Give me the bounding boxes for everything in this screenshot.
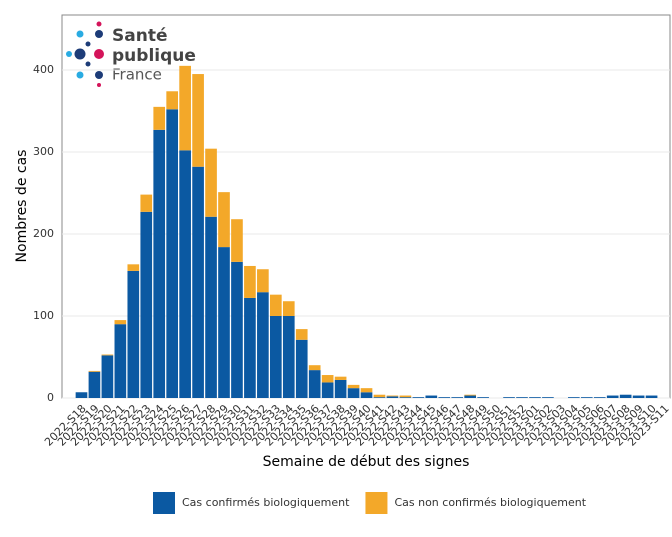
- bar-segment: [373, 397, 386, 398]
- logo-text: publique: [112, 46, 196, 66]
- bar-segment: [127, 264, 140, 271]
- logo: Santé publique France: [66, 21, 196, 87]
- bar-segment: [412, 397, 425, 398]
- logo-text: France: [112, 66, 162, 84]
- bar-segment: [399, 395, 412, 398]
- bar-segment: [179, 150, 191, 398]
- bar-segment: [645, 395, 658, 398]
- bar-segment: [308, 370, 321, 398]
- bar-segment: [88, 371, 101, 398]
- bar-segment: [244, 297, 256, 398]
- x-axis-label: Semaine de début des signes: [263, 454, 470, 470]
- bar-segment: [257, 292, 269, 398]
- bar-segment: [334, 379, 347, 398]
- bar-segment: [88, 370, 101, 372]
- y-tick-label: 300: [33, 145, 54, 158]
- bar-segment: [451, 397, 464, 398]
- bar-segment: [114, 320, 127, 325]
- bar-segment: [153, 106, 166, 130]
- bar-segment: [464, 394, 477, 396]
- y-tick-label: 0: [47, 391, 54, 404]
- bar-segment: [373, 394, 386, 398]
- bar-segment: [269, 315, 282, 398]
- legend-swatch: [153, 492, 175, 514]
- y-tick-label: 200: [33, 227, 54, 240]
- bar-segment: [464, 395, 477, 398]
- bar-segment: [140, 211, 153, 398]
- bar-segment: [438, 397, 451, 398]
- bar-segment: [192, 166, 204, 398]
- bar-segment: [386, 396, 399, 398]
- bar-segment: [269, 294, 282, 316]
- bar-segment: [516, 397, 528, 398]
- bar-segment: [295, 329, 308, 340]
- bar-segment: [321, 375, 334, 383]
- bar-segment: [101, 355, 114, 398]
- bar-segment: [632, 395, 645, 398]
- bar-segment: [153, 129, 166, 398]
- y-tick-label: 100: [33, 309, 54, 322]
- bar-segment: [114, 324, 127, 398]
- bar-segment: [386, 395, 399, 397]
- bar-segment: [166, 109, 179, 399]
- bar-segment: [179, 65, 191, 151]
- bar-segment: [205, 148, 217, 217]
- bar-segment: [567, 397, 580, 398]
- bar-segment: [166, 91, 179, 110]
- bar-segment: [347, 384, 360, 389]
- bar-segment: [360, 388, 373, 393]
- y-tick-label: 400: [33, 63, 54, 76]
- bar-segment: [619, 394, 632, 398]
- bar-segment: [257, 269, 269, 293]
- bar-segment: [503, 397, 515, 398]
- bar-segment: [321, 382, 334, 398]
- bar-segment: [75, 392, 88, 398]
- bar-segment: [140, 194, 153, 212]
- bar-segment: [218, 192, 230, 248]
- legend-label: Cas non confirmés biologiquement: [394, 496, 586, 509]
- bar-segment: [101, 354, 114, 356]
- bar-segment: [295, 339, 308, 398]
- bar-segment: [282, 301, 295, 316]
- bar-segment: [192, 74, 204, 167]
- bar-segment: [399, 397, 412, 398]
- bar-segment: [205, 216, 217, 398]
- bar-segment: [477, 397, 489, 398]
- bar-segment: [282, 315, 295, 398]
- legend-swatch: [365, 492, 388, 514]
- bar-segment: [231, 261, 243, 398]
- bar-segment: [425, 395, 438, 398]
- bar-segment: [244, 265, 256, 298]
- bar-segment: [127, 270, 140, 398]
- bar-segment: [580, 397, 593, 398]
- bar-segment: [529, 397, 541, 398]
- bar-segment: [334, 376, 347, 380]
- y-axis-label: Nombres de cas: [14, 150, 30, 263]
- bar-segment: [347, 388, 360, 398]
- logo-text: Santé: [112, 26, 167, 46]
- bar-segment: [308, 365, 321, 371]
- bar-segment: [542, 397, 554, 398]
- bar-segment: [218, 247, 230, 398]
- bar-segment: [606, 395, 619, 398]
- bar-segment: [360, 392, 373, 398]
- bar-segment: [231, 219, 243, 262]
- legend-label: Cas confirmés biologiquement: [182, 496, 350, 509]
- bar-segment: [593, 397, 606, 398]
